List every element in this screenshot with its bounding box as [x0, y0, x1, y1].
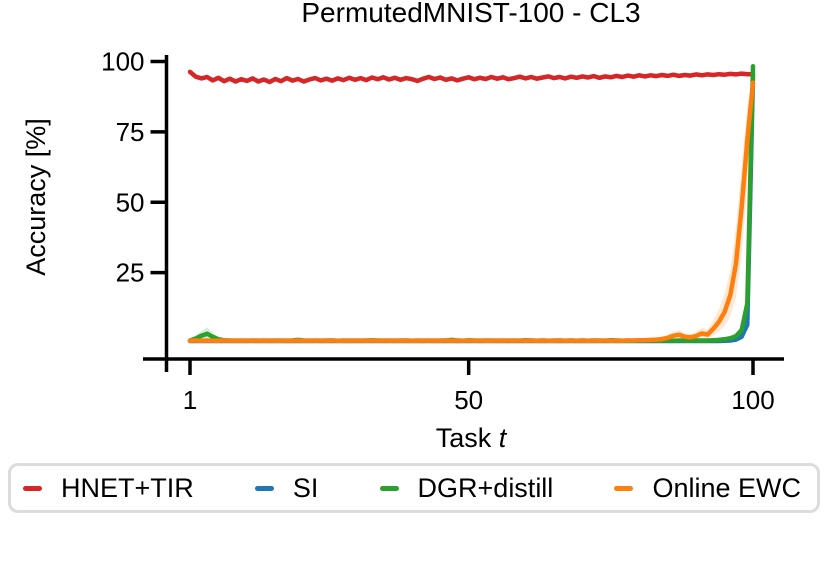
legend-swatch-dgr-distill [379, 485, 399, 491]
legend-entry-dgr-distill: DGR+distill [379, 472, 554, 504]
y-tick-label-75: 75 [116, 117, 145, 147]
x-tick-label-100: 100 [731, 385, 774, 415]
legend-label-dgr-distill: DGR+distill [417, 472, 554, 503]
chart-title: PermutedMNIST-100 - CL3 [301, 0, 641, 28]
legend-label-si: SI [292, 472, 319, 503]
legend-entry-hnet-tir: HNET+TIR [23, 473, 194, 504]
series-lines [187, 64, 756, 344]
ci-bands [190, 63, 753, 342]
legend-swatch-online-ewc [614, 485, 634, 491]
tick-labels: 25 50 75 100 1 50 100 [101, 47, 775, 416]
legend-label-online-ewc: Online EWC [652, 472, 801, 503]
axes-spines-and-ticks [143, 55, 784, 375]
legend-entry-si: SI [254, 472, 319, 504]
legend-label-hnet-tir: HNET+TIR [61, 472, 194, 503]
legend-swatch-hnet-tir [23, 485, 42, 491]
legend: HNET+TIR SI DGR+distill Online EWC [8, 463, 820, 513]
y-tick-label-25: 25 [116, 258, 145, 288]
series-line-online-ewc [187, 80, 756, 343]
legend-entry-online-ewc: Online EWC [614, 473, 801, 504]
x-tick-label-50: 50 [454, 385, 483, 415]
ci-band-online-ewc-0 [639, 75, 753, 341]
x-tick-label-1: 1 [183, 385, 197, 415]
y-tick-label-50: 50 [116, 187, 145, 217]
x-axis-label-text: Task [435, 423, 492, 453]
plot-area: 25 50 75 100 1 50 100 [101, 47, 784, 416]
series-line-dgr-distill [187, 64, 756, 343]
series-line-hnet-tir [187, 69, 756, 85]
legend-swatch-si [254, 485, 274, 491]
series-line-si [187, 72, 756, 344]
y-tick-label-100: 100 [101, 47, 144, 77]
x-axis-label: Task t [121, 424, 821, 452]
x-axis-label-variable: t [498, 423, 507, 453]
